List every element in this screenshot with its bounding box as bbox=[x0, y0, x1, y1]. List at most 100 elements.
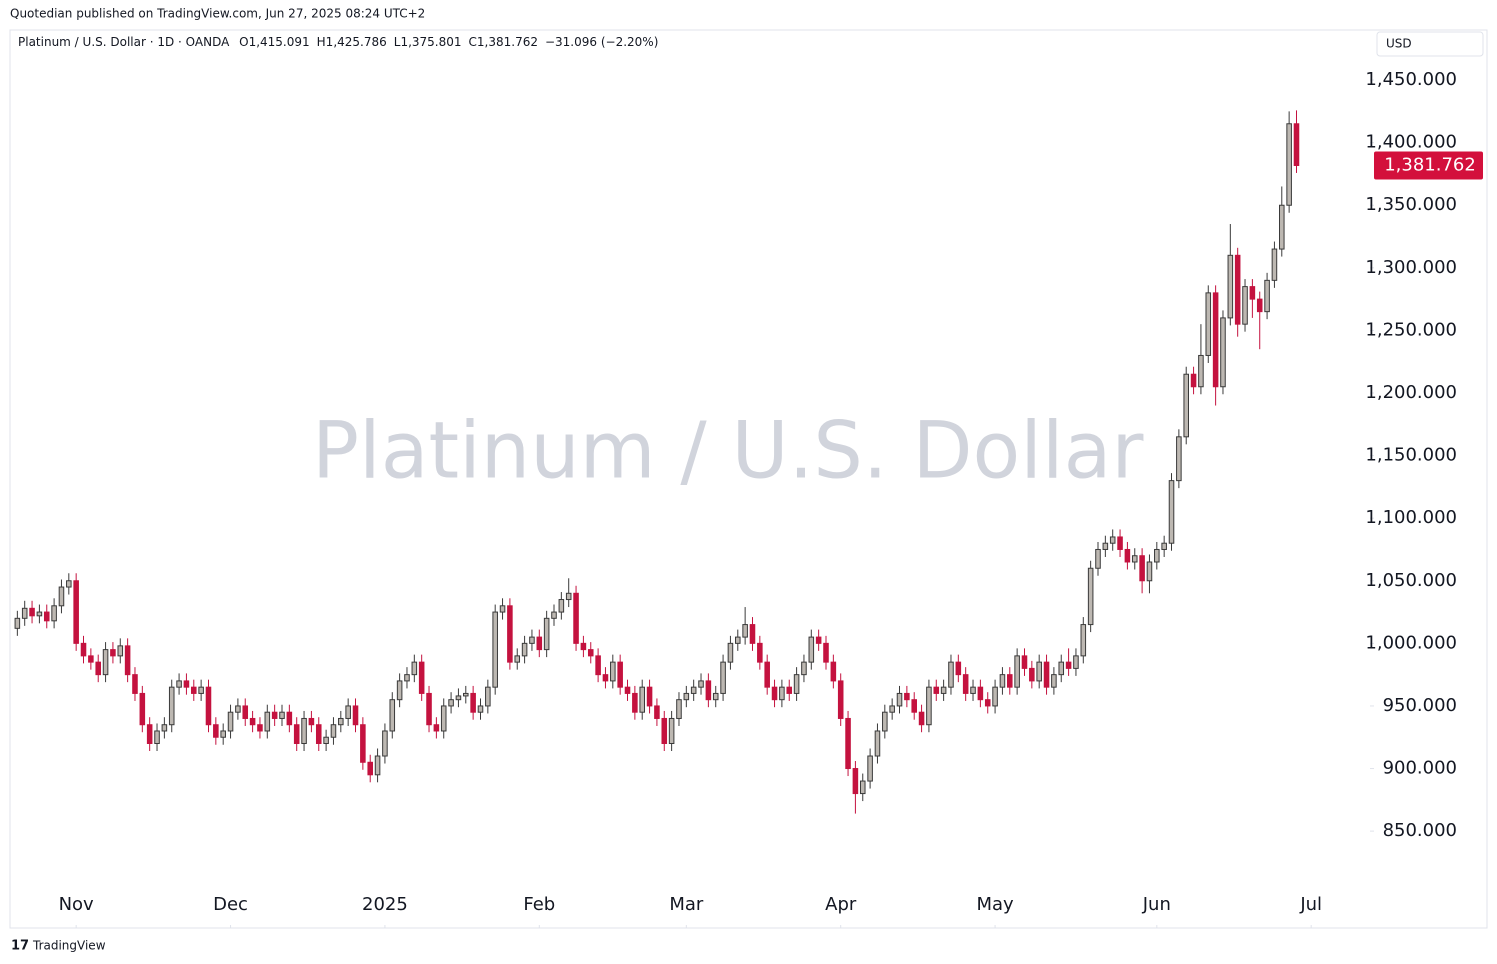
candle-body bbox=[1080, 624, 1087, 657]
candle-body bbox=[242, 705, 249, 719]
candle-body bbox=[1007, 674, 1013, 688]
publisher: Quotedian published on TradingView.com, … bbox=[10, 7, 425, 21]
candle-body bbox=[1190, 373, 1197, 388]
candle-body bbox=[1249, 286, 1256, 300]
candle-body bbox=[874, 730, 881, 757]
candle-body bbox=[1198, 354, 1204, 388]
candle-body bbox=[286, 711, 293, 726]
candle-body bbox=[1051, 674, 1057, 688]
candle-body bbox=[646, 686, 653, 707]
candle-body bbox=[404, 674, 410, 682]
candle-body bbox=[161, 724, 168, 732]
candle-body bbox=[1168, 480, 1175, 544]
y-tick-label: 1,300.000 bbox=[1365, 257, 1457, 278]
candle-body bbox=[1021, 655, 1028, 669]
candle-body bbox=[992, 686, 998, 707]
candle-body bbox=[1256, 298, 1263, 313]
candle-body bbox=[124, 645, 131, 676]
candle-body bbox=[73, 580, 79, 644]
candle-body bbox=[926, 686, 932, 726]
candle-body bbox=[1036, 661, 1042, 682]
candle-body bbox=[573, 592, 579, 644]
candle-body bbox=[455, 695, 462, 701]
candle-body bbox=[639, 686, 645, 713]
candle-body bbox=[492, 611, 498, 688]
candle-body bbox=[117, 645, 124, 657]
y-tick-label: 1,150.000 bbox=[1365, 445, 1457, 466]
candle-body bbox=[1139, 555, 1145, 582]
candle-body bbox=[36, 611, 43, 617]
watermark: Platinum / U.S. Dollar bbox=[312, 406, 1144, 496]
x-tick-label: Dec bbox=[213, 894, 248, 915]
candle-body bbox=[168, 686, 175, 726]
x-tick-label: Jul bbox=[1299, 894, 1322, 915]
candle-body bbox=[698, 680, 704, 688]
candle-body bbox=[191, 686, 197, 694]
candle-body bbox=[735, 636, 741, 644]
candle-body bbox=[448, 699, 454, 707]
candle-body bbox=[984, 699, 991, 707]
candle-body bbox=[859, 780, 866, 795]
candle-body bbox=[146, 724, 153, 744]
candle-body bbox=[543, 617, 550, 651]
x-tick-label: May bbox=[976, 894, 1014, 915]
candle-body bbox=[1087, 567, 1094, 626]
candle-body bbox=[551, 611, 557, 619]
candle-body bbox=[43, 611, 50, 622]
candle-body bbox=[940, 686, 947, 694]
candle-body bbox=[382, 730, 388, 757]
candle-body bbox=[66, 580, 72, 588]
legend-value: L1,375.801 bbox=[394, 35, 462, 49]
y-tick-label: 1,100.000 bbox=[1365, 507, 1457, 528]
candle-body bbox=[485, 686, 491, 707]
candle-body bbox=[499, 605, 506, 613]
candle-body bbox=[1293, 123, 1300, 166]
candle-body bbox=[999, 674, 1006, 688]
candle-body bbox=[1073, 655, 1079, 669]
candle-body bbox=[977, 686, 984, 701]
currency-box[interactable] bbox=[1376, 31, 1484, 57]
candle-body bbox=[1043, 661, 1050, 688]
candle-body bbox=[418, 661, 425, 694]
candle-body bbox=[933, 686, 940, 694]
candle-body bbox=[426, 692, 432, 726]
candle-body bbox=[293, 724, 300, 744]
candle-body bbox=[742, 624, 748, 638]
candle-body bbox=[948, 661, 954, 688]
y-tick-label: 850.000 bbox=[1383, 820, 1457, 841]
candle-body bbox=[683, 692, 690, 701]
candle-body bbox=[21, 607, 28, 619]
candle-body bbox=[389, 699, 396, 732]
candle-body bbox=[823, 642, 829, 663]
candle-body bbox=[367, 761, 373, 776]
candle-body bbox=[323, 736, 329, 744]
candle-body bbox=[352, 705, 359, 726]
candle-body bbox=[610, 661, 616, 682]
candle-body bbox=[852, 768, 859, 795]
logo: 𝟭𝟳 bbox=[11, 939, 29, 954]
candle-body bbox=[830, 661, 837, 682]
candle-body bbox=[1131, 555, 1138, 563]
candle-body bbox=[470, 692, 476, 713]
footer: TradingView bbox=[32, 939, 106, 953]
candle-body bbox=[507, 605, 513, 663]
candle-body bbox=[1227, 254, 1234, 319]
x-tick-label: Nov bbox=[59, 894, 94, 915]
y-tick-label: 1,050.000 bbox=[1365, 570, 1457, 591]
candle-body bbox=[521, 642, 528, 657]
candle-body bbox=[1183, 373, 1189, 438]
candle-body bbox=[345, 705, 351, 719]
candle-body bbox=[308, 717, 315, 726]
candle-body bbox=[1065, 661, 1072, 669]
candle-body bbox=[911, 699, 917, 713]
x-tick-label: Feb bbox=[523, 894, 555, 915]
candle-body bbox=[970, 686, 976, 694]
candle-body bbox=[1271, 248, 1278, 281]
y-tick-label: 1,000.000 bbox=[1365, 632, 1457, 653]
candle-body bbox=[786, 686, 793, 694]
y-tick-label: 1,250.000 bbox=[1365, 319, 1457, 340]
candle-body bbox=[661, 717, 668, 744]
candle-body bbox=[595, 655, 601, 676]
candle-body bbox=[264, 711, 271, 732]
